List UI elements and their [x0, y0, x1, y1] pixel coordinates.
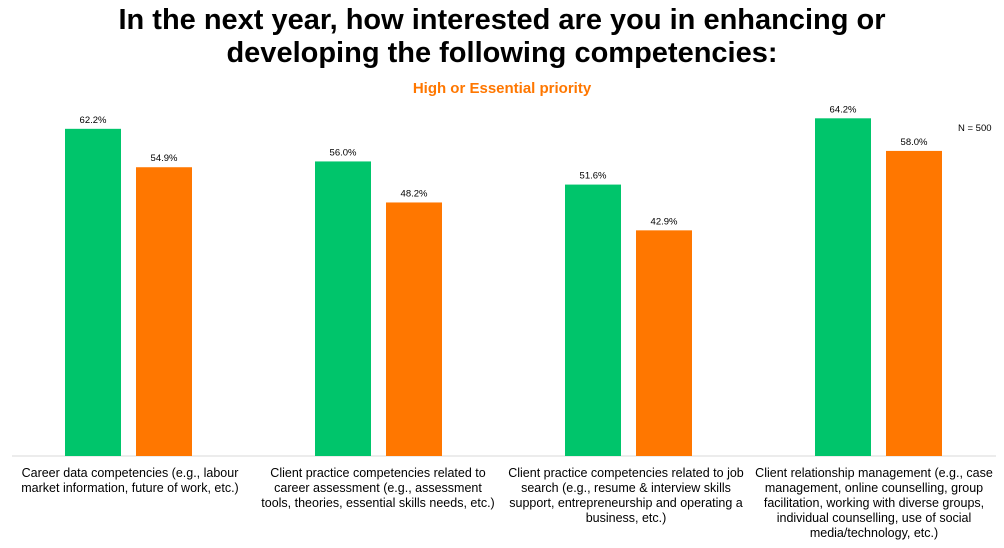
category-label-career-data: Career data competencies (e.g., labour m…	[21, 466, 239, 495]
bar-series2-cat4	[886, 150, 942, 457]
category-label-job-search: Client practice competencies related to …	[508, 466, 744, 525]
data-label-series1-cat2: 56.0%	[330, 147, 357, 158]
sample-size-note: N = 500	[958, 123, 992, 134]
data-label-series1-cat4: 64.2%	[830, 104, 857, 115]
bar-series1-cat4	[815, 118, 871, 457]
bar-series1-cat1	[65, 128, 121, 456]
category-label-client-relationship: Client relationship management (e.g., ca…	[755, 466, 993, 540]
data-label-series2-cat3: 42.9%	[651, 216, 678, 227]
category-label-career-assessment: Client practice competencies related to …	[261, 466, 495, 510]
bar-series1-cat3	[565, 184, 621, 457]
data-label-series2-cat2: 48.2%	[401, 188, 428, 199]
bar-series2-cat1	[136, 167, 192, 456]
chart-title-line2: developing the following competencies:	[226, 37, 778, 69]
data-label-series2-cat1: 54.9%	[151, 153, 178, 164]
chart-title: In the next year, how interested are you…	[0, 4, 1004, 70]
bar-series2-cat2	[386, 202, 442, 456]
chart-title-line1: In the next year, how interested are you…	[118, 4, 886, 36]
data-label-series1-cat3: 51.6%	[580, 171, 607, 182]
bar-series1-cat2	[315, 161, 371, 456]
data-label-series1-cat1: 62.2%	[80, 115, 107, 126]
data-label-series2-cat4: 58.0%	[901, 137, 928, 148]
chart-subtitle: High or Essential priority	[412, 80, 592, 97]
bar-series2-cat3	[636, 230, 692, 456]
